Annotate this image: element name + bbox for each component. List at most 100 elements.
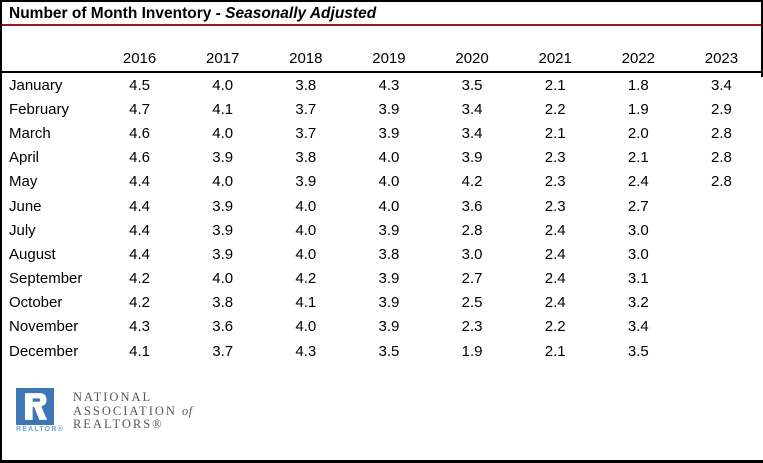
table-row: August 4.4 3.9 4.0 3.8 3.0 2.4 3.0 bbox=[2, 242, 763, 266]
month-label: October bbox=[9, 294, 63, 312]
value-cell: 4.0 bbox=[378, 197, 400, 215]
value-cell: 2.2 bbox=[544, 100, 566, 118]
value-cell: 3.7 bbox=[212, 342, 234, 360]
year-header: 2022 bbox=[621, 50, 655, 67]
table-row: September 4.2 4.0 4.2 3.9 2.7 2.4 3.1 bbox=[2, 267, 763, 291]
value-cell: 3.5 bbox=[461, 76, 483, 94]
realtor-logo-mark: REALTOR® bbox=[16, 388, 64, 433]
title-main: Number of Month Inventory - bbox=[9, 5, 226, 22]
value-cell: 3.5 bbox=[627, 342, 649, 360]
table-row: December 4.1 3.7 4.3 3.5 1.9 2.1 3.5 bbox=[2, 339, 763, 363]
value-cell: 2.5 bbox=[461, 294, 483, 312]
month-label: September bbox=[9, 270, 83, 288]
value-cell: 3.8 bbox=[212, 294, 234, 312]
nar-wordmark: NATIONAL ASSOCIATION of REALTORS® bbox=[73, 388, 193, 432]
nar-of: of bbox=[182, 403, 193, 418]
value-cell: 4.1 bbox=[295, 294, 317, 312]
value-cell: 4.3 bbox=[378, 76, 400, 94]
value-cell: 2.8 bbox=[461, 221, 483, 239]
value-cell: 3.7 bbox=[295, 124, 317, 142]
table-row: April 4.6 3.9 3.8 4.0 3.9 2.3 2.1 2.8 bbox=[2, 146, 763, 170]
year-header: 2021 bbox=[538, 50, 572, 67]
value-cell: 4.4 bbox=[129, 197, 150, 215]
value-cell: 4.5 bbox=[129, 76, 150, 94]
value-cell: 3.8 bbox=[378, 245, 400, 263]
value-cell: 4.3 bbox=[129, 318, 150, 336]
value-cell: 3.9 bbox=[212, 245, 234, 263]
table-row: January 4.5 4.0 3.8 4.3 3.5 2.1 1.8 3.4 bbox=[2, 72, 763, 97]
value-cell: 4.2 bbox=[129, 270, 150, 288]
value-cell: 3.8 bbox=[295, 149, 317, 167]
value-cell: 2.7 bbox=[461, 270, 483, 288]
month-label: April bbox=[9, 149, 40, 167]
table-row: November 4.3 3.6 4.0 3.9 2.3 2.2 3.4 bbox=[2, 315, 763, 339]
value-cell bbox=[680, 315, 763, 339]
year-header: 2019 bbox=[372, 50, 406, 67]
value-cell: 3.4 bbox=[627, 318, 649, 336]
table-row: June 4.4 3.9 4.0 4.0 3.6 2.3 2.7 bbox=[2, 194, 763, 218]
table-body: January 4.5 4.0 3.8 4.3 3.5 2.1 1.8 3.4 February 4… bbox=[2, 72, 763, 363]
table-row: March 4.6 4.0 3.7 3.9 3.4 2.1 2.0 2.8 bbox=[2, 121, 763, 145]
value-cell: 4.1 bbox=[129, 342, 150, 360]
year-header: 2018 bbox=[289, 50, 323, 67]
value-cell: 2.4 bbox=[544, 270, 566, 288]
value-cell bbox=[680, 194, 763, 218]
month-label: August bbox=[9, 245, 56, 263]
value-cell: 2.7 bbox=[627, 197, 649, 215]
month-label: July bbox=[9, 221, 36, 239]
value-cell: 4.6 bbox=[129, 124, 150, 142]
value-cell: 4.2 bbox=[295, 270, 317, 288]
value-cell: 2.1 bbox=[544, 76, 566, 94]
inventory-table: 2016 2017 2018 2019 2020 2021 2022 2023 January… bbox=[2, 26, 763, 363]
value-cell: 2.4 bbox=[544, 221, 566, 239]
value-cell: 3.9 bbox=[212, 221, 234, 239]
value-cell: 3.9 bbox=[378, 221, 400, 239]
value-cell: 3.9 bbox=[378, 294, 400, 312]
value-cell: 2.3 bbox=[461, 318, 483, 336]
table-row: July 4.4 3.9 4.0 3.9 2.8 2.4 3.0 bbox=[2, 218, 763, 242]
value-cell: 4.3 bbox=[295, 342, 317, 360]
value-cell: 4.0 bbox=[378, 149, 400, 167]
value-cell: 3.9 bbox=[378, 100, 400, 118]
value-cell: 3.9 bbox=[212, 197, 234, 215]
value-cell: 3.6 bbox=[212, 318, 234, 336]
month-label: January bbox=[9, 76, 63, 94]
value-cell: 3.4 bbox=[461, 124, 483, 142]
right-border-segment bbox=[761, 2, 763, 77]
value-cell: 4.4 bbox=[129, 173, 150, 191]
month-label: June bbox=[9, 197, 42, 215]
month-label: February bbox=[9, 100, 70, 118]
value-cell: 1.8 bbox=[627, 76, 649, 94]
value-cell: 4.0 bbox=[295, 318, 317, 336]
month-label: November bbox=[9, 318, 79, 336]
year-header-row: 2016 2017 2018 2019 2020 2021 2022 2023 bbox=[2, 26, 763, 72]
value-cell: 1.9 bbox=[627, 100, 649, 118]
value-cell: 4.2 bbox=[129, 294, 150, 312]
value-cell bbox=[680, 242, 763, 266]
value-cell: 2.1 bbox=[627, 149, 649, 167]
month-label: December bbox=[9, 342, 79, 360]
value-cell: 2.3 bbox=[544, 197, 566, 215]
value-cell: 4.0 bbox=[212, 173, 234, 191]
value-cell: 3.9 bbox=[378, 318, 400, 336]
value-cell: 4.0 bbox=[212, 124, 234, 142]
value-cell: 3.9 bbox=[378, 124, 400, 142]
title-emphasis: Seasonally Adjusted bbox=[225, 5, 377, 22]
month-column-header bbox=[2, 26, 98, 72]
value-cell: 2.8 bbox=[711, 173, 732, 191]
value-cell: 3.9 bbox=[461, 149, 483, 167]
value-cell: 4.0 bbox=[378, 173, 400, 191]
realtor-label: REALTOR® bbox=[16, 426, 64, 433]
title-rule bbox=[2, 24, 763, 26]
nar-line2: ASSOCIATION of bbox=[72, 403, 193, 418]
value-cell: 4.4 bbox=[129, 245, 150, 263]
value-cell: 3.9 bbox=[378, 270, 400, 288]
value-cell: 3.6 bbox=[461, 197, 483, 215]
value-cell: 4.7 bbox=[129, 100, 150, 118]
value-cell: 2.0 bbox=[627, 124, 649, 142]
value-cell: 4.0 bbox=[295, 197, 317, 215]
value-cell: 4.0 bbox=[212, 76, 234, 94]
value-cell: 2.3 bbox=[544, 149, 566, 167]
value-cell: 4.1 bbox=[212, 100, 234, 118]
